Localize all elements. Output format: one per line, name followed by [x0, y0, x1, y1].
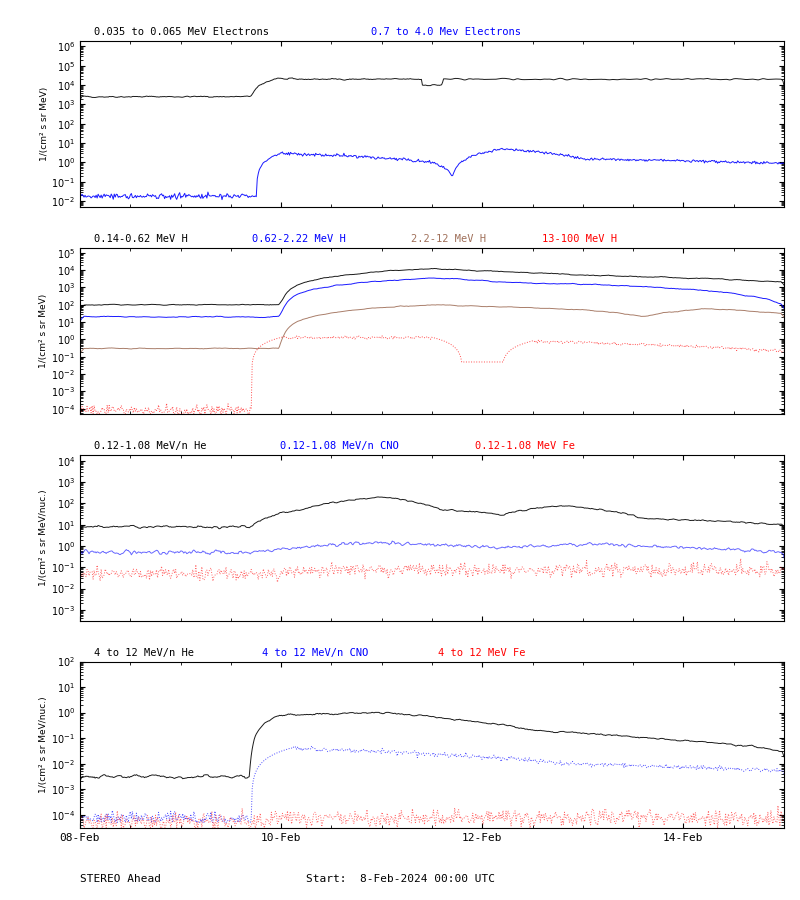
Text: 0.12-1.08 MeV/n CNO: 0.12-1.08 MeV/n CNO: [280, 441, 398, 451]
Text: 0.12-1.08 MeV Fe: 0.12-1.08 MeV Fe: [475, 441, 575, 451]
Text: 4 to 12 MeV Fe: 4 to 12 MeV Fe: [438, 648, 526, 658]
Text: STEREO Ahead: STEREO Ahead: [80, 874, 161, 884]
Text: 0.7 to 4.0 Mev Electrons: 0.7 to 4.0 Mev Electrons: [371, 27, 522, 37]
Text: 0.035 to 0.065 MeV Electrons: 0.035 to 0.065 MeV Electrons: [94, 27, 269, 37]
Text: Start:  8-Feb-2024 00:00 UTC: Start: 8-Feb-2024 00:00 UTC: [306, 874, 494, 884]
Text: 4 to 12 MeV/n CNO: 4 to 12 MeV/n CNO: [262, 648, 368, 658]
Text: 13-100 MeV H: 13-100 MeV H: [542, 234, 617, 244]
Text: 4 to 12 MeV/n He: 4 to 12 MeV/n He: [94, 648, 194, 658]
Y-axis label: 1/(cm² s sr MeV/nuc.): 1/(cm² s sr MeV/nuc.): [39, 490, 48, 586]
Text: 0.14-0.62 MeV H: 0.14-0.62 MeV H: [94, 234, 188, 244]
Y-axis label: 1/(cm² s sr MeV/nuc.): 1/(cm² s sr MeV/nuc.): [39, 697, 48, 793]
Y-axis label: 1/(cm² s sr MeV): 1/(cm² s sr MeV): [39, 86, 49, 161]
Text: 0.12-1.08 MeV/n He: 0.12-1.08 MeV/n He: [94, 441, 206, 451]
Text: 0.62-2.22 MeV H: 0.62-2.22 MeV H: [253, 234, 346, 244]
Y-axis label: 1/(cm² s sr MeV): 1/(cm² s sr MeV): [39, 293, 48, 368]
Text: 2.2-12 MeV H: 2.2-12 MeV H: [411, 234, 486, 244]
